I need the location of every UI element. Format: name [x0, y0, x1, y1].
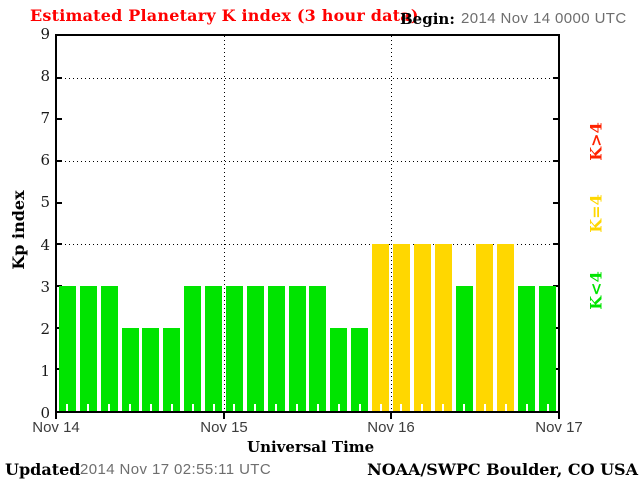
kp-bar: [205, 286, 222, 411]
x-major-tick: [558, 413, 560, 419]
y-tick-label: 0: [40, 404, 50, 422]
kp-bar: [289, 286, 306, 411]
kp-bar: [435, 244, 452, 411]
kp-bar: [539, 286, 556, 411]
x-minor-tick: [192, 404, 194, 411]
kp-bar: [393, 244, 410, 411]
x-minor-tick: [275, 404, 277, 411]
x-tick-label: Nov 16: [367, 419, 415, 436]
kp-bar: [476, 244, 493, 411]
x-minor-tick: [526, 404, 528, 411]
x-minor-tick: [463, 404, 465, 411]
x-minor-tick: [254, 404, 256, 411]
legend-label-k-eq-4: K=4: [586, 194, 606, 233]
kp-bar: [351, 328, 368, 411]
gridline-k6: [57, 161, 558, 162]
credit-text: NOAA/SWPC Boulder, CO USA: [367, 460, 638, 479]
kp-bar: [268, 286, 285, 411]
begin-timestamp: 2014 Nov 14 0000 UTC: [461, 10, 627, 27]
x-minor-tick: [505, 404, 507, 411]
y-tick-right-7: [553, 118, 558, 121]
plot-box: [55, 34, 560, 413]
x-major-tick: [223, 413, 225, 419]
kp-bar: [456, 286, 473, 411]
updated-label: Updated: [5, 460, 81, 479]
kp-bar: [518, 286, 535, 411]
kp-bar: [163, 328, 180, 411]
x-tick-label: Nov 14: [32, 419, 80, 436]
begin-label: Begin:: [400, 10, 455, 28]
y-tick-right-4: [553, 243, 558, 246]
y-tick-label: 4: [40, 236, 50, 254]
x-minor-tick: [380, 404, 382, 411]
kp-bar: [101, 286, 118, 411]
kp-bar: [330, 328, 347, 411]
plot-area: [57, 36, 558, 411]
y-tick-left-8: [57, 76, 62, 79]
x-major-tick: [55, 413, 57, 419]
y-axis-title: Kp index: [9, 190, 28, 270]
gridline-day-2: [391, 36, 392, 411]
y-tick-label: 7: [40, 109, 50, 127]
y-tick-label: 3: [40, 278, 50, 296]
kp-bar: [372, 244, 389, 411]
y-tick-left-7: [57, 118, 62, 121]
y-tick-left-5: [57, 201, 62, 204]
x-minor-tick: [296, 404, 298, 411]
y-tick-left-4: [57, 243, 62, 246]
x-minor-tick: [171, 404, 173, 411]
gridline-k8: [57, 77, 558, 79]
gridline-k4: [57, 244, 558, 246]
kp-bar: [184, 286, 201, 411]
x-minor-tick: [213, 404, 215, 411]
y-tick-left-6: [57, 160, 62, 162]
legend-label-k-lt-4: K<4: [586, 271, 606, 310]
kp-bar: [414, 244, 431, 411]
x-major-tick: [390, 413, 392, 419]
x-minor-tick: [484, 404, 486, 411]
legend-label-k-gt-4: K>4: [586, 122, 606, 161]
kp-bar: [309, 286, 326, 411]
x-minor-tick: [442, 404, 444, 411]
updated-timestamp: 2014 Nov 17 02:55:11 UTC: [80, 461, 272, 478]
x-tick-label: Nov 17: [535, 419, 583, 436]
x-minor-tick: [400, 404, 402, 411]
x-minor-tick: [66, 404, 68, 411]
chart-title: Estimated Planetary K index (3 hour data…: [30, 6, 419, 25]
y-tick-right-6: [553, 160, 558, 162]
kp-bar: [142, 328, 159, 411]
kp-bar: [80, 286, 97, 411]
kp-bar: [122, 328, 139, 411]
y-tick-right-8: [553, 76, 558, 79]
x-axis-title: Universal Time: [247, 438, 375, 456]
x-minor-tick: [547, 404, 549, 411]
x-minor-tick: [108, 404, 110, 411]
x-tick-label: Nov 15: [200, 419, 248, 436]
y-tick-label: 1: [40, 362, 50, 380]
x-minor-tick: [359, 404, 361, 411]
y-tick-label: 9: [40, 25, 50, 43]
y-tick-label: 6: [40, 151, 50, 169]
y-tick-label: 8: [40, 67, 50, 85]
kp-bar: [59, 286, 76, 411]
y-tick-label: 2: [40, 320, 50, 338]
x-minor-tick: [129, 404, 131, 411]
x-minor-tick: [87, 404, 89, 411]
x-minor-tick: [233, 404, 235, 411]
x-minor-tick: [421, 404, 423, 411]
y-tick-right-5: [553, 201, 558, 204]
kp-bar: [497, 244, 514, 411]
gridline-day-1: [224, 36, 225, 411]
kp-bar: [247, 286, 264, 411]
x-minor-tick: [338, 404, 340, 411]
kp-bar: [226, 286, 243, 411]
y-tick-label: 5: [40, 193, 50, 211]
x-minor-tick: [317, 404, 319, 411]
x-minor-tick: [150, 404, 152, 411]
